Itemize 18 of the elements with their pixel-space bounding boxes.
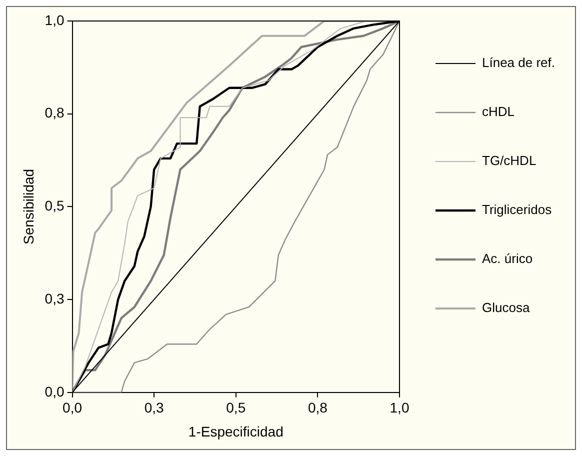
legend-label: Ac. úrico — [482, 251, 533, 266]
y-tick-label: 0,3 — [44, 290, 64, 306]
x-tick-label: 0,5 — [226, 400, 246, 416]
y-tick-label: 0,8 — [44, 104, 64, 121]
x-tick-label: 0,3 — [144, 400, 164, 416]
legend-label: cHDL — [482, 104, 515, 120]
legend-label: Trigliceridos — [482, 202, 552, 218]
y-axis-title: Sensibilidad — [20, 168, 36, 244]
y-tick-label: 1,0 — [44, 12, 64, 28]
x-tick-label: 1,0 — [390, 400, 410, 416]
legend-label: Línea de ref. — [482, 55, 555, 70]
x-tick-label: 0,8 — [308, 400, 328, 416]
y-tick-label: 0,5 — [44, 198, 64, 214]
x-axis-title: 1-Especificidad — [188, 423, 284, 440]
y-tick-label: 0,0 — [44, 383, 64, 400]
legend-label: Glucosa — [482, 300, 530, 316]
x-tick-label: 0,0 — [62, 400, 82, 416]
legend-label: TG/cHDL — [482, 153, 536, 168]
